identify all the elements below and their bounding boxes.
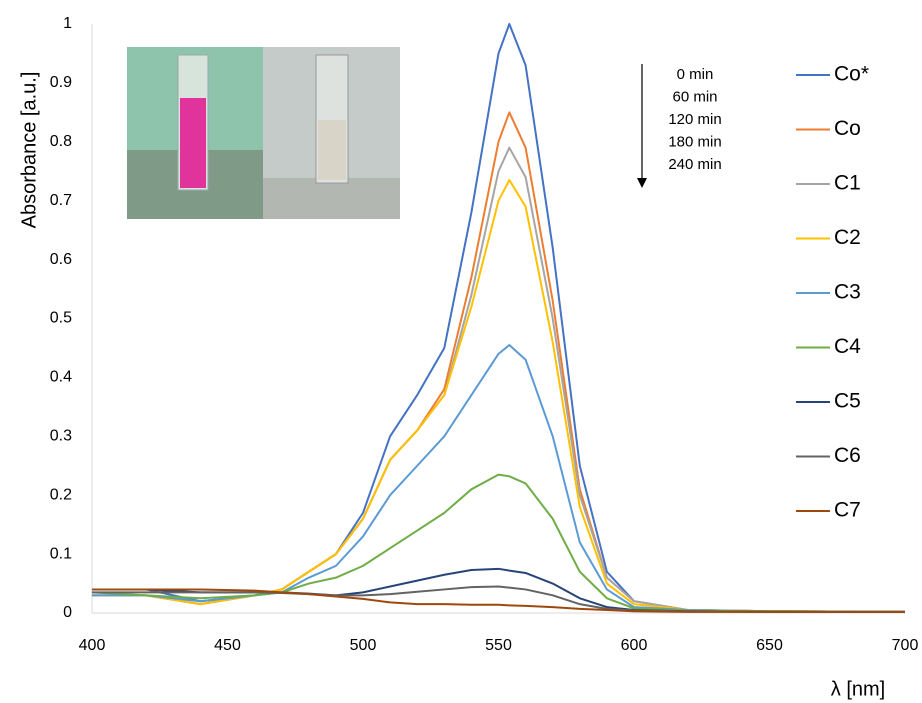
y-tick-label: 0 (63, 604, 72, 621)
x-axis-label: λ [nm] (831, 678, 885, 700)
y-tick-label: 1 (63, 15, 72, 32)
series-line (92, 344, 906, 613)
y-tick-label: 0.7 (50, 192, 72, 209)
legend-label: C3 (834, 281, 861, 304)
y-tick-label: 0.6 (50, 251, 72, 268)
annotation: 180 min (668, 133, 721, 150)
x-tick-label: 600 (621, 637, 648, 654)
legend-label: C1 (834, 172, 861, 195)
x-tick-label: 400 (79, 637, 106, 654)
legend-label: Co (834, 117, 861, 140)
arrow-head (637, 178, 647, 188)
inset-photo (127, 47, 400, 219)
legend-label: C7 (834, 499, 861, 522)
x-tick-label: 700 (892, 637, 919, 654)
y-tick-label: 0.4 (50, 369, 72, 386)
annotation: 0 min (677, 66, 714, 83)
legend-label: C5 (834, 390, 861, 413)
annotation: 120 min (668, 111, 721, 128)
y-tick-label: 0.8 (50, 133, 72, 150)
legend-label: Co* (834, 63, 869, 86)
legend-label: C6 (834, 444, 861, 467)
y-tick-label: 0.2 (50, 486, 72, 503)
x-tick-label: 550 (485, 637, 512, 654)
y-tick-label: 0.1 (50, 545, 72, 562)
x-tick-label: 450 (214, 637, 241, 654)
series-line (92, 588, 905, 613)
y-axis-label: Absorbance [a.u.] (18, 72, 40, 229)
annotation: 60 min (672, 88, 717, 105)
y-tick-label: 0.3 (50, 428, 72, 445)
legend-label: C4 (834, 335, 861, 358)
y-tick-label: 0.5 (50, 310, 72, 327)
series-line (91, 473, 906, 613)
y-tick-label: 0.9 (50, 74, 72, 91)
x-tick-label: 500 (350, 637, 377, 654)
series-line (92, 179, 906, 613)
annotation: 240 min (668, 156, 721, 173)
legend-label: C2 (834, 226, 861, 249)
x-tick-label: 650 (756, 637, 783, 654)
